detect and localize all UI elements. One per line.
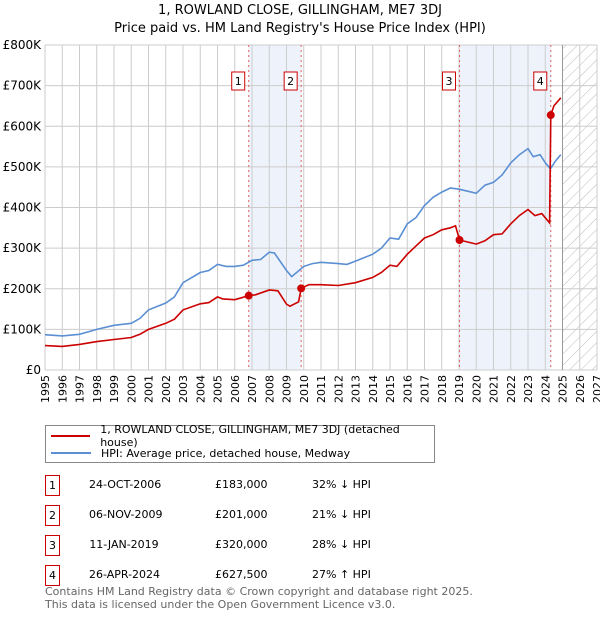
legend-label-hpi: HPI: Average price, detached house, Medw… (101, 446, 351, 460)
x-tick-label: 1998 (91, 375, 104, 403)
x-tick-label: 1996 (56, 375, 69, 403)
sale-label: 2 (287, 75, 294, 88)
transaction-price: £627,500 (215, 568, 268, 581)
x-tick-label: 2003 (177, 375, 190, 403)
x-tick-label: 2015 (384, 375, 397, 403)
footer-license: This data is licensed under the Open Gov… (45, 598, 396, 611)
sale-label: 3 (446, 75, 453, 88)
transaction-number-badge: 2 (45, 505, 60, 526)
x-tick-label: 2020 (470, 375, 483, 403)
footer-copyright: Contains HM Land Registry data © Crown c… (45, 585, 473, 598)
transaction-date: 06-NOV-2009 (89, 508, 163, 521)
transaction-hpi-diff: 27% ↑ HPI (312, 568, 371, 581)
price-chart: 1995 1996 1997 1998 1999 2000 2001 2002 2003 2004… (3, 38, 600, 403)
transaction-date: 11-JAN-2019 (89, 538, 159, 551)
x-tick-label: 2000 (125, 375, 138, 403)
sale-point (455, 236, 464, 244)
legend-item-hpi: HPI: Average price, detached house, Medw… (51, 445, 350, 461)
sale-point (297, 284, 306, 293)
hpi-line (45, 147, 562, 337)
x-tick-label: 2023 (522, 375, 535, 403)
chart-legend: 1, ROWLAND CLOSE, GILLINGHAM, ME7 3DJ (d… (45, 423, 435, 463)
sale-label-box (283, 71, 298, 91)
x-tick-label: 2012 (332, 375, 345, 403)
y-tick-label: £500K (3, 160, 43, 174)
transaction-number-badge: 4 (45, 565, 60, 586)
sale-label: 1 (235, 75, 242, 88)
transaction-price: £320,000 (215, 538, 268, 551)
sale-label-box (231, 71, 246, 91)
x-tick-label: 2010 (298, 375, 311, 403)
chart-subtitle: Price paid vs. HM Land Registry's House … (114, 21, 486, 36)
x-tick-label: 2002 (160, 375, 173, 403)
y-tick-label: £400K (3, 201, 43, 215)
transaction-row: 3 11-JAN-2019 £320,000 28% ↓ HPI (45, 535, 445, 556)
transaction-row: 4 26-APR-2024 £627,500 27% ↑ HPI (45, 565, 445, 586)
x-tick-label: 2004 (194, 375, 207, 403)
x-tick-label: 2017 (419, 375, 432, 403)
sale-label-box (442, 71, 457, 91)
legend-label-property: 1, ROWLAND CLOSE, GILLINGHAM, ME7 3DJ (d… (100, 423, 400, 449)
property-price-line (45, 97, 562, 348)
y-tick-label: £800K (3, 38, 43, 52)
sale-point (546, 111, 555, 120)
sale-label-box (533, 71, 548, 91)
x-tick-label: 2008 (263, 375, 276, 403)
x-tick-label: 2005 (212, 375, 225, 403)
transaction-number-badge: 3 (45, 535, 60, 556)
x-tick-label: 1995 (39, 375, 52, 403)
x-tick-label: 1999 (108, 375, 121, 403)
x-tick-label: 2014 (367, 375, 380, 403)
x-tick-label: 2011 (315, 375, 328, 403)
sale-label: 4 (537, 75, 544, 88)
x-tick-label: 2021 (488, 375, 501, 403)
x-tick-label: 2018 (436, 375, 449, 403)
x-tick-label: 2001 (143, 375, 156, 403)
y-tick-label: £300K (3, 241, 43, 255)
transaction-date: 24-OCT-2006 (89, 478, 162, 491)
x-tick-label: 2027 (591, 375, 600, 403)
x-tick-label: 2009 (281, 375, 294, 403)
transaction-hpi-diff: 32% ↓ HPI (312, 478, 371, 491)
legend-item-property: 1, ROWLAND CLOSE, GILLINGHAM, ME7 3DJ (d… (51, 423, 434, 449)
y-tick-label: £700K (3, 79, 43, 93)
legend-swatch-blue (51, 452, 91, 454)
x-tick-label: 2016 (401, 375, 414, 403)
x-tick-label: 2019 (453, 375, 466, 403)
transaction-date: 26-APR-2024 (89, 568, 161, 581)
x-tick-label: 2025 (557, 375, 570, 403)
transaction-price: £183,000 (215, 478, 268, 491)
transaction-price: £201,000 (215, 508, 268, 521)
transaction-row: 1 24-OCT-2006 £183,000 32% ↓ HPI (45, 475, 445, 496)
sale-point (244, 291, 253, 300)
y-tick-label: £0 (26, 363, 41, 377)
x-tick-label: 1997 (74, 375, 87, 403)
x-tick-label: 2026 (574, 375, 587, 403)
transaction-number-badge: 1 (45, 475, 60, 496)
y-tick-label: £200K (3, 282, 43, 296)
transaction-row: 2 06-NOV-2009 £201,000 21% ↓ HPI (45, 505, 445, 526)
transaction-hpi-diff: 28% ↓ HPI (312, 538, 371, 551)
x-tick-label: 2024 (539, 375, 552, 403)
y-tick-label: £600K (3, 119, 43, 133)
x-tick-label: 2007 (246, 375, 259, 403)
legend-swatch-red (51, 435, 91, 437)
chart-title: 1, ROWLAND CLOSE, GILLINGHAM, ME7 3DJ (158, 3, 442, 18)
x-tick-label: 2022 (505, 375, 518, 403)
x-tick-label: 2013 (350, 375, 363, 403)
y-tick-label: £100K (3, 322, 43, 336)
x-tick-label: 2006 (229, 375, 242, 403)
transaction-hpi-diff: 21% ↓ HPI (312, 508, 371, 521)
